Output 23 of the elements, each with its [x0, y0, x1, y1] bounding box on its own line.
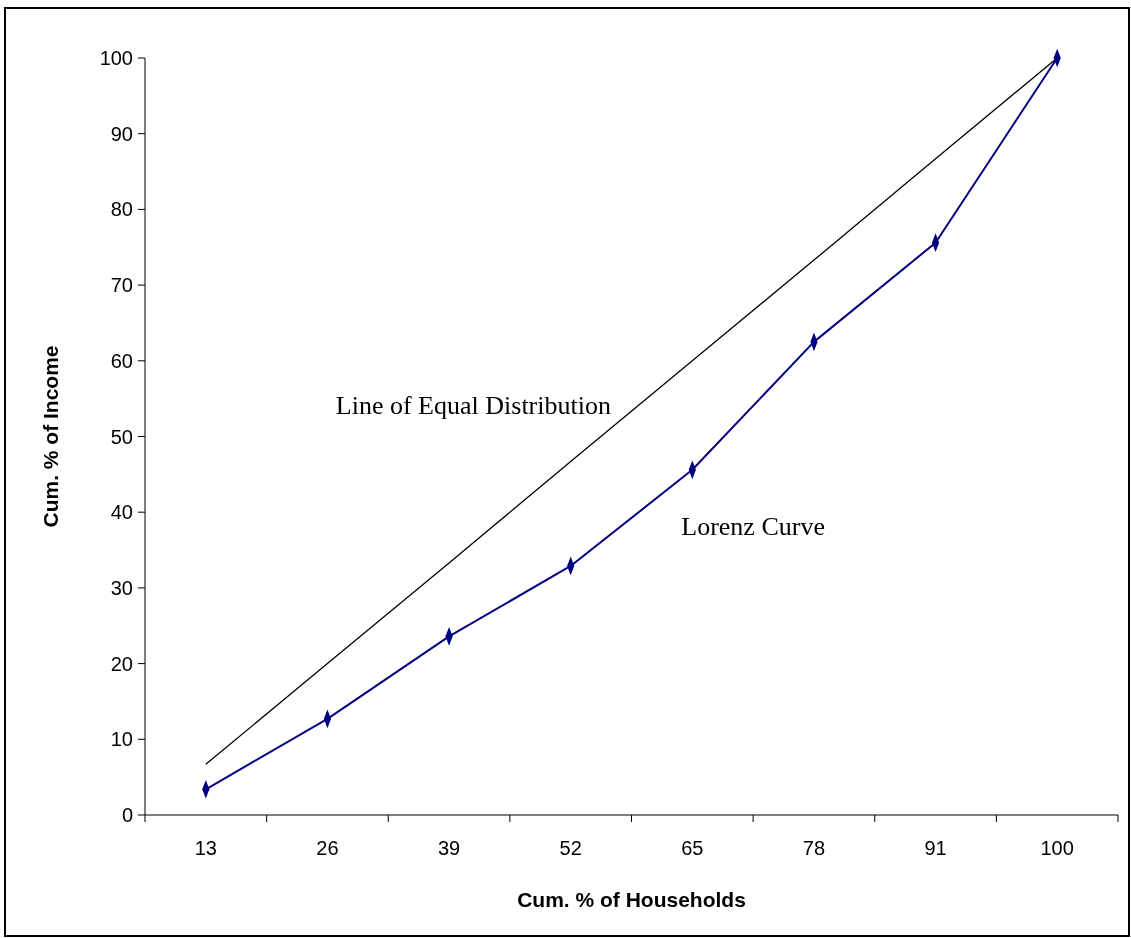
y-axis-title: Cum. % of Income — [39, 345, 62, 528]
x-tick-label: 13 — [194, 837, 217, 859]
x-tick-label: 100 — [1040, 837, 1074, 859]
x-tick-label: 78 — [802, 837, 826, 859]
y-tick-label: 40 — [110, 501, 133, 524]
x-tick-label: 91 — [924, 837, 947, 859]
y-tick-label: 80 — [110, 198, 133, 221]
series-label: Lorenz Curve — [681, 511, 825, 541]
y-tick-label: 100 — [99, 47, 133, 69]
y-tick-label: 60 — [110, 349, 133, 372]
series-label: Line of Equal Distribution — [335, 390, 611, 420]
x-tick-label: 39 — [437, 837, 461, 859]
y-tick-label: 50 — [110, 425, 133, 448]
x-tick-label: 52 — [559, 837, 582, 859]
y-tick-label: 30 — [110, 576, 133, 599]
y-tick-label: 70 — [110, 274, 133, 297]
y-tick-label: 0 — [121, 804, 133, 826]
y-tick-label: 10 — [110, 728, 133, 751]
x-axis-title: Cum. % of Households — [517, 888, 746, 911]
y-tick-label: 90 — [110, 122, 133, 145]
x-tick-label: 26 — [316, 837, 339, 859]
x-tick-label: 65 — [681, 837, 704, 859]
y-tick-label: 20 — [110, 652, 133, 675]
